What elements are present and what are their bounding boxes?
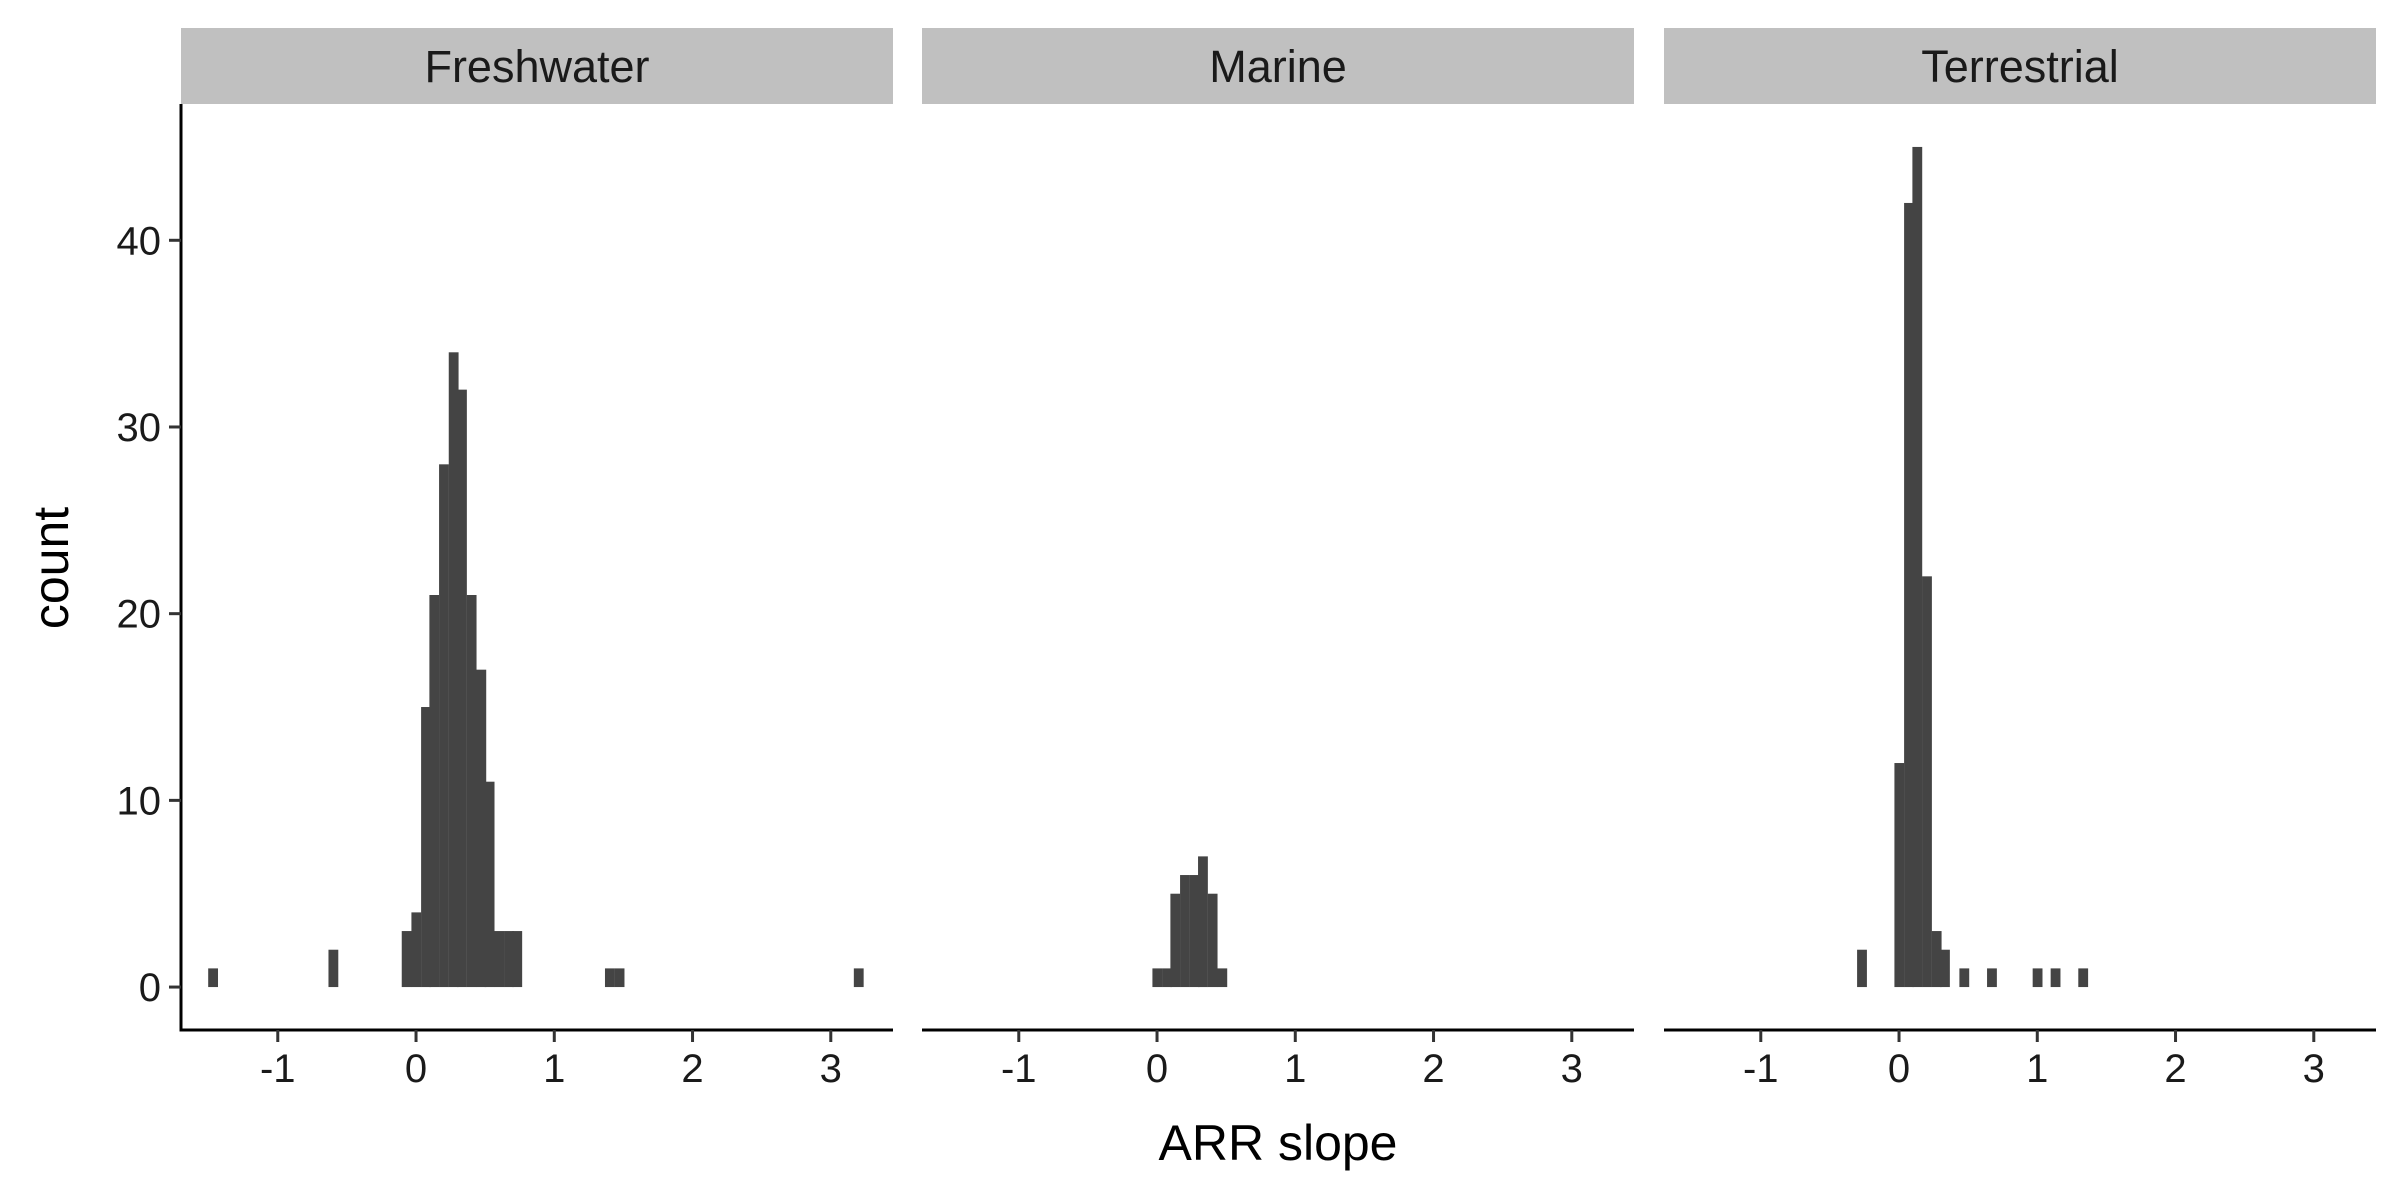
x-tick-label-terrestrial: 3: [2303, 1047, 2325, 1091]
bar-terrestrial-10: [2050, 968, 2061, 988]
bar-terrestrial-4: [1922, 576, 1932, 988]
x-tick-label-marine: 2: [1422, 1047, 1444, 1091]
y-axis-title: count: [23, 507, 79, 629]
bar-marine-5: [1198, 856, 1208, 988]
bar-marine-1: [1162, 968, 1172, 988]
bar-freshwater-10: [476, 669, 487, 988]
bar-freshwater-5: [429, 595, 440, 988]
bar-freshwater-2: [401, 931, 412, 988]
x-tick-label-freshwater: -1: [260, 1047, 296, 1091]
bar-terrestrial-8: [1987, 968, 1997, 988]
x-tick-label-terrestrial: -1: [1743, 1047, 1779, 1091]
panel-marine: Marine -1 0 1 2 3: [922, 28, 1634, 1091]
bar-freshwater-11: [484, 781, 495, 988]
bar-marine-0: [1152, 968, 1163, 988]
y-tick-label: 10: [117, 779, 162, 823]
x-axis-title: ARR slope: [1159, 1115, 1398, 1171]
bar-terrestrial-3: [1912, 146, 1923, 988]
x-tick-label-marine: -1: [1001, 1047, 1037, 1091]
facet-strip-marine: [922, 28, 1634, 104]
x-tick-label-marine: 3: [1561, 1047, 1583, 1091]
bar-marine-2: [1170, 893, 1181, 988]
x-tick-label-freshwater: 3: [820, 1047, 842, 1091]
bar-freshwater-8: [457, 389, 467, 988]
bar-freshwater-17: [853, 968, 864, 988]
y-axis: 0 10 20 30 40: [117, 104, 183, 1032]
bar-marine-4: [1189, 875, 1200, 988]
y-tick-label: 20: [117, 593, 162, 637]
bar-freshwater-13: [504, 931, 514, 988]
bar-marine-6: [1207, 893, 1218, 988]
bar-terrestrial-9: [2032, 968, 2043, 988]
facet-panels: Freshwater -1 0 1 2 3 Marine -1 0 1 2 3 Terrestrial -…: [181, 28, 2376, 1091]
facet-label-marine: Marine: [1209, 41, 1347, 92]
x-tick-label-freshwater: 0: [405, 1047, 427, 1091]
x-tick-label-marine: 1: [1284, 1047, 1306, 1091]
bar-terrestrial-0: [1857, 949, 1867, 988]
bar-freshwater-15: [604, 968, 615, 988]
bar-freshwater-1: [328, 949, 339, 988]
bar-terrestrial-11: [2078, 968, 2089, 988]
bar-marine-3: [1180, 875, 1190, 988]
y-tick-label: 40: [117, 219, 162, 263]
facet-label-freshwater: Freshwater: [424, 41, 649, 92]
bar-freshwater-4: [421, 707, 431, 988]
bar-freshwater-3: [411, 912, 422, 988]
x-tick-label-terrestrial: 0: [1888, 1047, 1910, 1091]
bar-terrestrial-1: [1894, 763, 1905, 988]
bar-freshwater-16: [614, 968, 625, 988]
panel-freshwater: Freshwater -1 0 1 2 3: [181, 28, 893, 1091]
x-tick-label-freshwater: 2: [681, 1047, 703, 1091]
bar-freshwater-0: [208, 968, 219, 988]
x-tick-label-freshwater: 1: [543, 1047, 565, 1091]
bar-freshwater-6: [439, 464, 449, 988]
bar-freshwater-9: [466, 595, 477, 988]
bar-terrestrial-6: [1940, 949, 1950, 988]
bar-terrestrial-2: [1904, 202, 1914, 988]
x-tick-label-marine: 0: [1146, 1047, 1168, 1091]
x-tick-label-terrestrial: 2: [2164, 1047, 2186, 1091]
bar-terrestrial-5: [1931, 931, 1942, 988]
bar-freshwater-12: [494, 931, 505, 988]
bar-freshwater-14: [512, 931, 523, 988]
bar-freshwater-7: [448, 352, 459, 988]
x-tick-label-terrestrial: 1: [2026, 1047, 2048, 1091]
facet-label-terrestrial: Terrestrial: [1921, 41, 2119, 92]
bar-marine-7: [1217, 968, 1228, 988]
y-tick-label: 30: [117, 406, 162, 450]
panel-terrestrial: Terrestrial -1 0 1 2 3: [1664, 28, 2376, 1091]
facet-strip-freshwater: [181, 28, 893, 104]
y-tick-label: 0: [139, 966, 161, 1010]
bar-terrestrial-7: [1959, 968, 1970, 988]
facet-strip-terrestrial: [1664, 28, 2376, 104]
